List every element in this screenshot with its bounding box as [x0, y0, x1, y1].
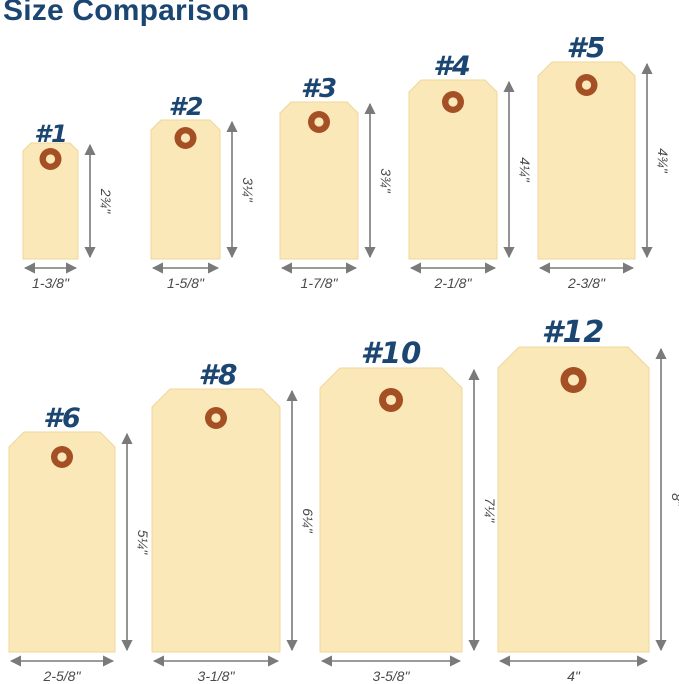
height-dimension-label: 3¼" — [240, 177, 256, 202]
tag-body — [408, 79, 498, 260]
width-dimension-label: 2-1/8" — [434, 275, 473, 291]
eyelet-hole — [57, 452, 67, 462]
height-dimension-label: 8" — [669, 493, 679, 507]
tag-body — [151, 388, 281, 653]
width-dimension-label: 2-5/8" — [43, 668, 82, 684]
page-title: Size Comparison — [3, 0, 250, 27]
height-dimension-label: 4¼" — [517, 157, 533, 182]
eyelet-hole — [448, 97, 458, 107]
eyelet-hole — [180, 133, 191, 143]
height-dimension-label: 4¾" — [655, 148, 671, 173]
tag-7: #8 3-1/8" 6¼" — [151, 358, 316, 684]
tag-2: #2 1-5/8" 3¼" — [150, 92, 256, 291]
tag-9: #12 4" 8" — [497, 315, 679, 684]
width-dimension-label: 4" — [567, 668, 581, 684]
tag-number-label: #12 — [542, 315, 605, 350]
tag-number-label: #5 — [567, 31, 606, 64]
tag-body — [8, 431, 116, 653]
width-dimension-label: 3-1/8" — [198, 668, 236, 684]
height-dimension-label: 6¼" — [300, 508, 316, 533]
eyelet-hole — [45, 154, 56, 164]
eyelet-hole — [314, 117, 324, 127]
height-dimension-label: 2¾" — [98, 188, 114, 214]
height-dimension-label: 3¾" — [378, 168, 394, 193]
tag-body — [497, 346, 650, 653]
width-dimension-label: 1-5/8" — [167, 275, 205, 291]
tag-body — [537, 61, 636, 260]
width-dimension-label: 1-3/8" — [32, 275, 70, 291]
width-dimension-label: 1-7/8" — [301, 275, 339, 291]
tag-number-label: #1 — [34, 120, 67, 148]
tag-number-label: #2 — [169, 92, 204, 121]
tag-4: #4 2-1/8" 4¼" — [408, 51, 533, 291]
eyelet-hole — [581, 80, 592, 90]
height-dimension-label: 7¼" — [482, 498, 498, 523]
tag-3: #3 1-7/8" 3¾" — [279, 74, 394, 291]
eyelet-hole — [568, 374, 579, 386]
tag-body — [22, 142, 79, 260]
tag-number-label: #4 — [433, 51, 471, 82]
tag-8: #10 3-5/8" 7¼" — [319, 336, 498, 684]
tag-body — [319, 367, 463, 653]
eyelet-hole — [211, 413, 221, 423]
tag-body — [279, 101, 359, 260]
height-dimension-label: 5¼" — [135, 530, 151, 555]
width-dimension-label: 3-5/8" — [373, 668, 411, 684]
tag-number-label: #10 — [361, 336, 422, 370]
tag-6: #6 2-5/8" 5¼" — [8, 403, 151, 684]
tag-number-label: #3 — [301, 74, 337, 104]
width-dimension-label: 2-3/8" — [567, 275, 606, 291]
tag-1: #1 1-3/8" 2¾" — [22, 120, 114, 291]
tag-number-label: #6 — [43, 403, 81, 434]
tag-body — [150, 119, 221, 260]
tag-number-label: #8 — [199, 358, 238, 391]
tag-5: #5 2-3/8" 4¾" — [537, 31, 671, 291]
eyelet-hole — [385, 394, 397, 406]
